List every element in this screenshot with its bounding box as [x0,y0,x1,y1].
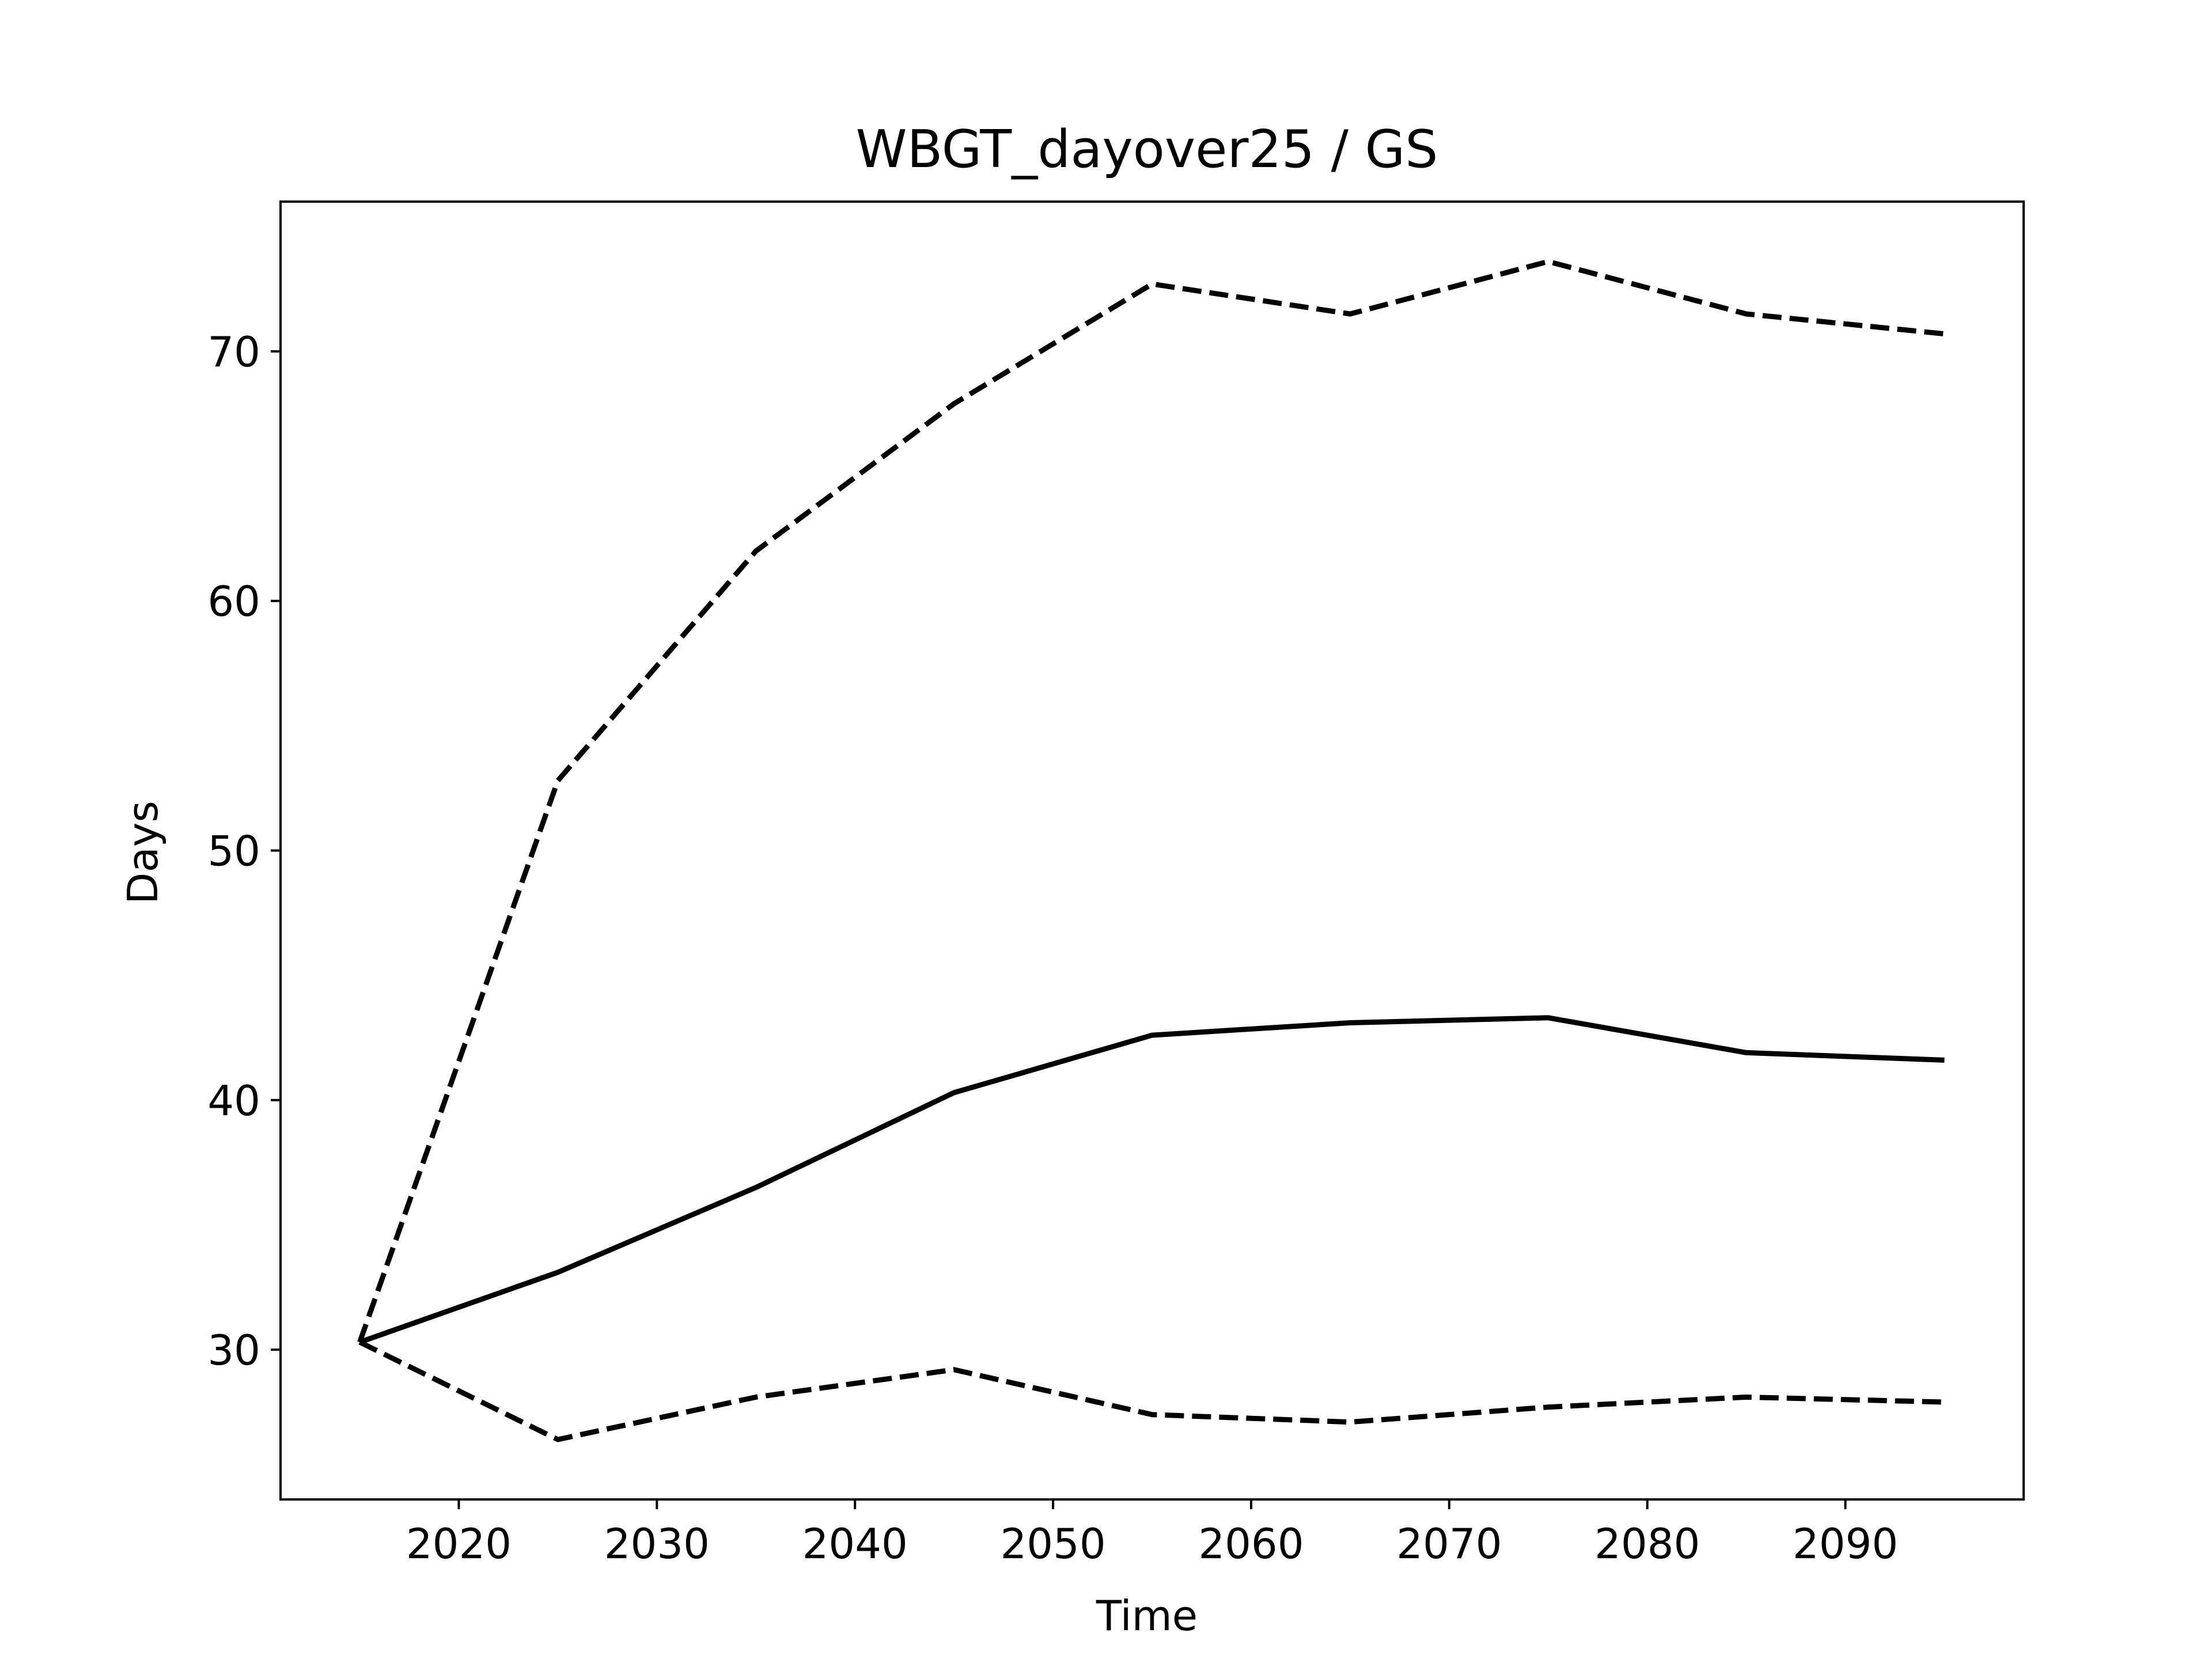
x-tick-label: 2020 [406,1520,512,1568]
y-tick-label: 50 [207,827,260,876]
x-tick-label: 2040 [802,1520,908,1568]
y-tick-label: 60 [207,577,260,626]
y-axis-label: Days [119,801,167,904]
x-tick-label: 2090 [1793,1520,1898,1568]
y-tick-label: 30 [207,1326,260,1374]
y-tick-label: 70 [207,328,260,376]
series-line-2-solid [359,1015,1945,1345]
x-tick-label: 2080 [1594,1520,1700,1568]
series-line-3-dashed [358,1339,1945,1442]
y-tick-label: 40 [207,1077,260,1125]
series-layer [357,259,1945,1442]
plot-area-frame [279,200,2025,1501]
ticks-layer: 2020 2030 2040 2050 2060 2070 2080 2090 30 40 50 60… [207,328,1898,1568]
x-tick-label: 2030 [604,1520,710,1568]
x-tick-label: 2050 [1000,1520,1105,1568]
x-tick-label: 2060 [1198,1520,1304,1568]
chart-title: WBGT_dayover25 / GS [856,119,1438,180]
x-axis-label: Time [1096,1592,1198,1640]
x-tick-label: 2070 [1396,1520,1502,1568]
